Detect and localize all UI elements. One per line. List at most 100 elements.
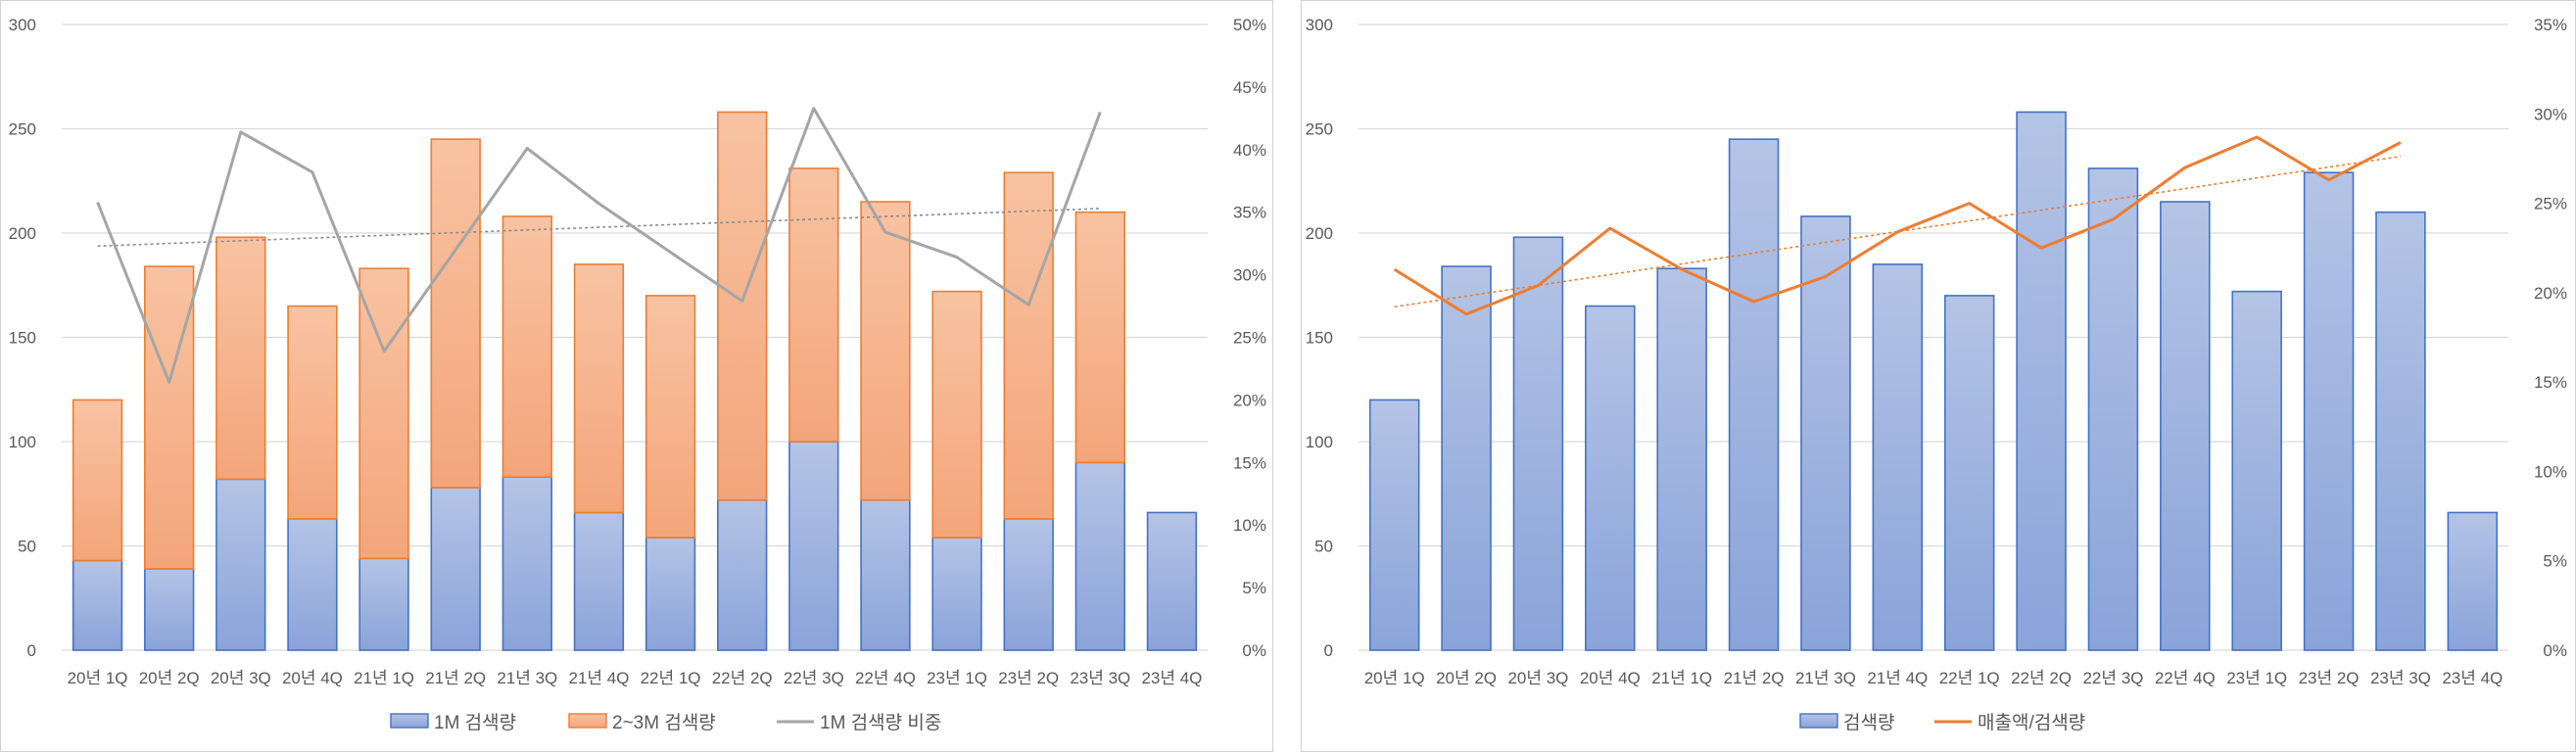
x-tick-label: 20년 3Q [1507, 669, 1568, 687]
bar-1M-검색량 [501, 476, 552, 651]
x-tick-label: 21년 3Q [1795, 669, 1856, 687]
x-tick-label: 21년 3Q [497, 669, 557, 687]
bar-1M-검색량 [573, 511, 625, 651]
y-left-tick-label: 250 [1306, 120, 1333, 139]
legend-swatch [390, 713, 429, 729]
bar-2-3M-검색량 [215, 236, 266, 481]
y-left-tick-label: 200 [9, 224, 36, 243]
legend-label: 매출액/검색량 [1978, 712, 2085, 733]
bar-2-3M-검색량 [717, 111, 768, 501]
bar-검색량 [1872, 263, 1924, 651]
bar-1M-검색량 [144, 568, 195, 651]
y-right-tick-label: 10% [2534, 462, 2567, 481]
bar-검색량 [1585, 305, 1636, 651]
legend-label: 1M 검색량 비중 [820, 712, 941, 733]
y-left-tick-label: 50 [1314, 538, 1333, 556]
legend-label: 검색량 [1843, 712, 1894, 733]
bar-1M-검색량 [1146, 511, 1198, 651]
x-tick-label: 21년 4Q [568, 669, 629, 687]
bar-검색량 [2375, 211, 2426, 651]
y-right-tick-label: 20% [2534, 284, 2567, 303]
bar-2-3M-검색량 [788, 167, 839, 443]
bar-검색량 [1728, 138, 1780, 651]
x-tick-label: 22년 1Q [1939, 669, 2000, 687]
x-tick-label: 22년 2Q [2011, 669, 2072, 687]
stacked-bar-chart: 0 50 100 150 200 250 300 0% 5% 10% 15% 20% 25% 30% 35%… [9, 16, 1266, 733]
x-tick-label: 23년 4Q [2442, 669, 2503, 687]
bar-2-3M-검색량 [644, 295, 696, 539]
x-tick-label: 20년 4Q [282, 669, 343, 687]
y-right-tick-label: 5% [1242, 579, 1266, 597]
bar-1M-검색량 [430, 487, 481, 651]
x-tick-label: 20년 1Q [68, 669, 128, 687]
y-right-tick-label: 45% [1233, 78, 1266, 97]
bar-1M-검색량 [788, 441, 839, 651]
y-left-tick-label: 150 [1306, 329, 1333, 348]
y-left-tick-label: 200 [1306, 224, 1333, 243]
y-left-tick-label: 0 [1324, 641, 1333, 660]
bar-검색량 [2087, 167, 2139, 651]
bar-검색량 [1441, 265, 1492, 651]
bar-2-3M-검색량 [358, 267, 409, 560]
bar-2-3M-검색량 [1074, 211, 1125, 464]
x-tick-label: 23년 3Q [2370, 669, 2431, 687]
bar-2-3M-검색량 [72, 399, 123, 562]
bar-검색량 [1368, 399, 1420, 651]
y-left-tick-label: 50 [18, 538, 36, 556]
bar-2-3M-검색량 [573, 263, 625, 514]
y-right-tick-label: 35% [1233, 204, 1266, 222]
x-tick-label: 23년 1Q [927, 669, 987, 687]
bar-2-3M-검색량 [931, 290, 982, 539]
x-tick-label: 22년 3Q [784, 669, 844, 687]
x-tick-label: 21년 2Q [425, 669, 486, 687]
x-tick-label: 20년 1Q [1364, 669, 1425, 687]
bar-검색량 [2160, 201, 2211, 651]
bar-1M-검색량 [717, 498, 768, 651]
y-left-tick-label: 150 [9, 329, 36, 348]
legend-swatch [568, 713, 607, 729]
bar-2-3M-검색량 [1003, 171, 1054, 520]
x-tick-label: 21년 1Q [1651, 669, 1712, 687]
y-right-tick-label: 5% [2543, 552, 2567, 571]
bar-검색량 [2016, 111, 2067, 651]
x-tick-label: 23년 2Q [2299, 669, 2360, 687]
bar-1M-검색량 [1003, 518, 1054, 651]
bar-검색량 [1512, 236, 1564, 651]
trendline [1394, 155, 2402, 308]
y-right-tick-label: 0% [2543, 641, 2567, 660]
x-tick-label: 23년 2Q [998, 669, 1059, 687]
bar-2-3M-검색량 [287, 305, 338, 520]
bar-검색량 [1656, 267, 1707, 651]
x-tick-label: 22년 3Q [2082, 669, 2143, 687]
bar-1M-검색량 [287, 518, 338, 651]
y-right-tick-label: 35% [2534, 16, 2567, 34]
bar-검색량 [2231, 290, 2282, 651]
bar-1M-검색량 [215, 478, 266, 651]
y-left-tick-label: 0 [27, 641, 36, 660]
trendline [97, 208, 1101, 248]
y-right-tick-label: 20% [1233, 391, 1266, 409]
bar-line-chart: 0 50 100 150 200 250 300 0% 5% 10% 15% 20% 25% 30% 35%… [1306, 16, 2567, 733]
bar-1M-검색량 [931, 537, 982, 651]
bar-1M-검색량 [72, 559, 123, 651]
y-left-tick-label: 300 [1306, 16, 1333, 34]
bar-2-3M-검색량 [860, 201, 911, 501]
y-right-tick-label: 30% [1233, 266, 1266, 285]
legend-swatch [1799, 713, 1838, 729]
bar-검색량 [2447, 511, 2499, 651]
x-tick-label: 23년 4Q [1141, 669, 1202, 687]
bar-1M-검색량 [860, 498, 911, 651]
bar-1M-검색량 [358, 557, 409, 651]
line-series [96, 107, 1102, 384]
x-tick-label: 23년 1Q [2226, 669, 2287, 687]
x-tick-label: 22년 1Q [641, 669, 701, 687]
y-right-tick-label: 25% [2534, 195, 2567, 213]
y-left-tick-label: 300 [9, 16, 36, 34]
y-right-tick-label: 25% [1233, 329, 1266, 348]
legend-label: 1M 검색량 [434, 712, 516, 733]
y-right-tick-label: 40% [1233, 141, 1266, 160]
bar-2-3M-검색량 [501, 215, 552, 479]
x-tick-label: 21년 2Q [1724, 669, 1785, 687]
y-right-tick-label: 0% [1242, 641, 1266, 660]
y-right-tick-label: 15% [1233, 453, 1266, 472]
